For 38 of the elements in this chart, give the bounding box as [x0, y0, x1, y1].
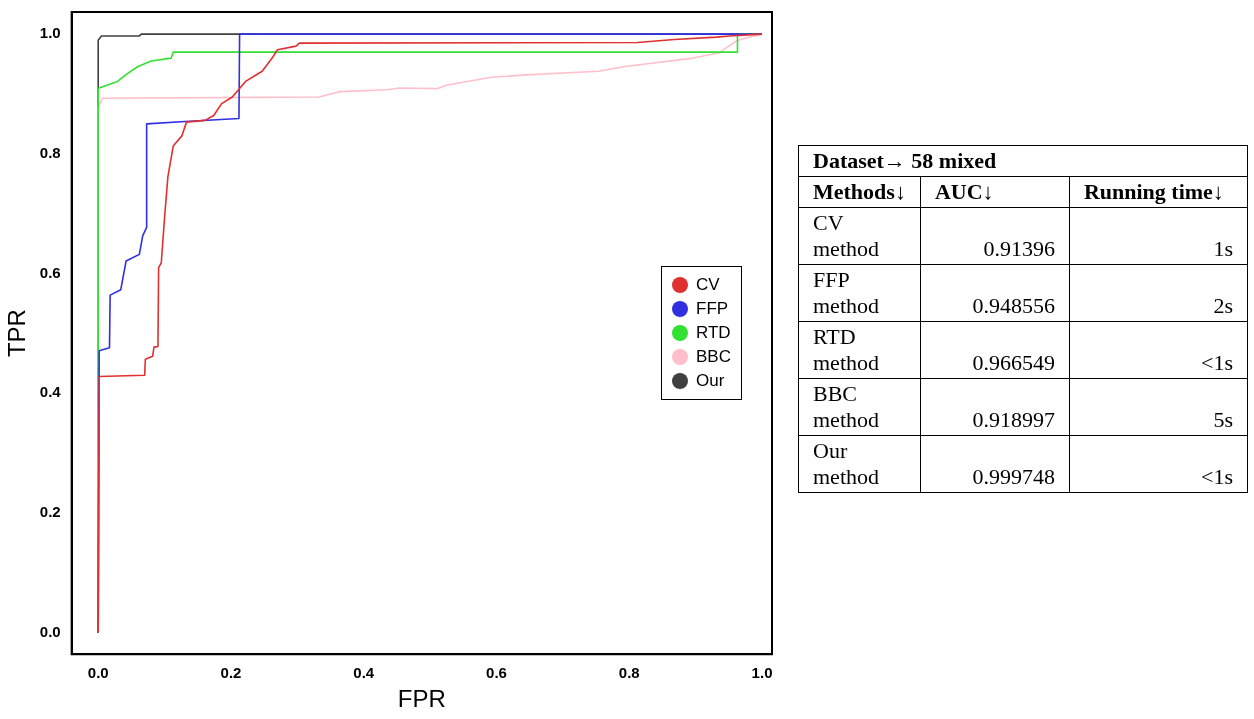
text: AUC↓: [920, 176, 1070, 208]
text: 0.948556: [920, 264, 1070, 322]
y-tick-label: 1.0: [39, 24, 61, 42]
text: 0.966549: [920, 321, 1070, 379]
y-tick-label: 0.0: [39, 622, 61, 640]
text: 5s: [1069, 378, 1248, 436]
x-tick-label: 0.2: [220, 664, 242, 682]
text: 1s: [1069, 207, 1248, 265]
text: BBC method: [798, 378, 921, 436]
text: 2s: [1069, 264, 1248, 322]
text: Running time↓: [1069, 176, 1248, 208]
y-tick-label: 0.6: [39, 263, 61, 281]
text: RTD method: [798, 321, 921, 379]
x-tick-label: 0.8: [618, 664, 640, 682]
x-tick-label: 1.0: [751, 664, 773, 682]
x-tick-label: 0.6: [486, 664, 507, 682]
text: 0.999748: [920, 435, 1070, 493]
text: FFP method: [798, 264, 921, 322]
y-tick-label: 0.4: [39, 383, 62, 401]
legend-label: CV: [696, 275, 720, 296]
text: 0.91396: [920, 207, 1070, 265]
text: 0.918997: [920, 378, 1070, 436]
legend-label: BBC: [696, 347, 731, 368]
x-axis-title: FPR: [397, 685, 446, 713]
y-tick-label: 0.8: [39, 143, 61, 161]
legend-label: Our: [696, 371, 725, 392]
text: Methods↓: [798, 176, 921, 208]
y-axis-title: TPR: [3, 309, 31, 358]
x-tick-label: 0.4: [353, 664, 375, 682]
text: <1s: [1069, 321, 1248, 379]
text: <1s: [1069, 435, 1248, 493]
text: Dataset→ 58 mixed: [798, 145, 1248, 177]
y-tick-label: 0.2: [39, 503, 61, 521]
legend-label: RTD: [696, 323, 731, 344]
legend-label: FFP: [696, 299, 729, 320]
text: Our method: [798, 435, 921, 493]
text: CV method: [798, 207, 921, 265]
x-tick-label: 0.0: [87, 664, 109, 682]
